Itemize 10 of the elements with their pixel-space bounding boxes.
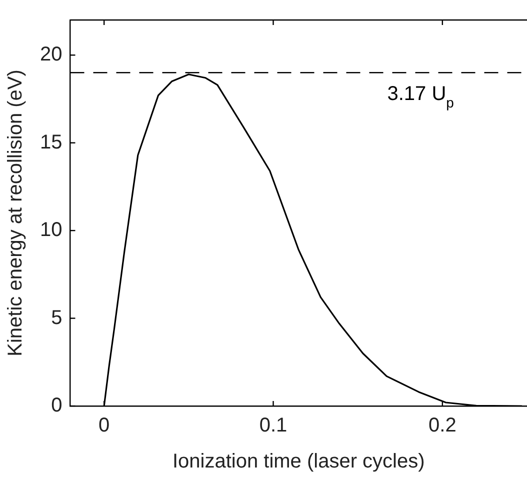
y-axis-title: Kinetic energy at recollision (eV) — [4, 70, 27, 356]
x-tick-label: 0.2 — [428, 414, 456, 437]
y-tick-label: 10 — [40, 219, 62, 242]
x-tick-label: 0.1 — [259, 414, 288, 437]
y-tick-label: 20 — [40, 44, 62, 66]
y-tick-label: 0 — [51, 394, 62, 417]
y-tick-label: 15 — [40, 131, 62, 154]
x-tick-label: 0 — [98, 414, 110, 437]
y-tick-label: 5 — [51, 306, 62, 329]
x-axis-title: Ionization time (laser cycles) — [172, 450, 425, 473]
